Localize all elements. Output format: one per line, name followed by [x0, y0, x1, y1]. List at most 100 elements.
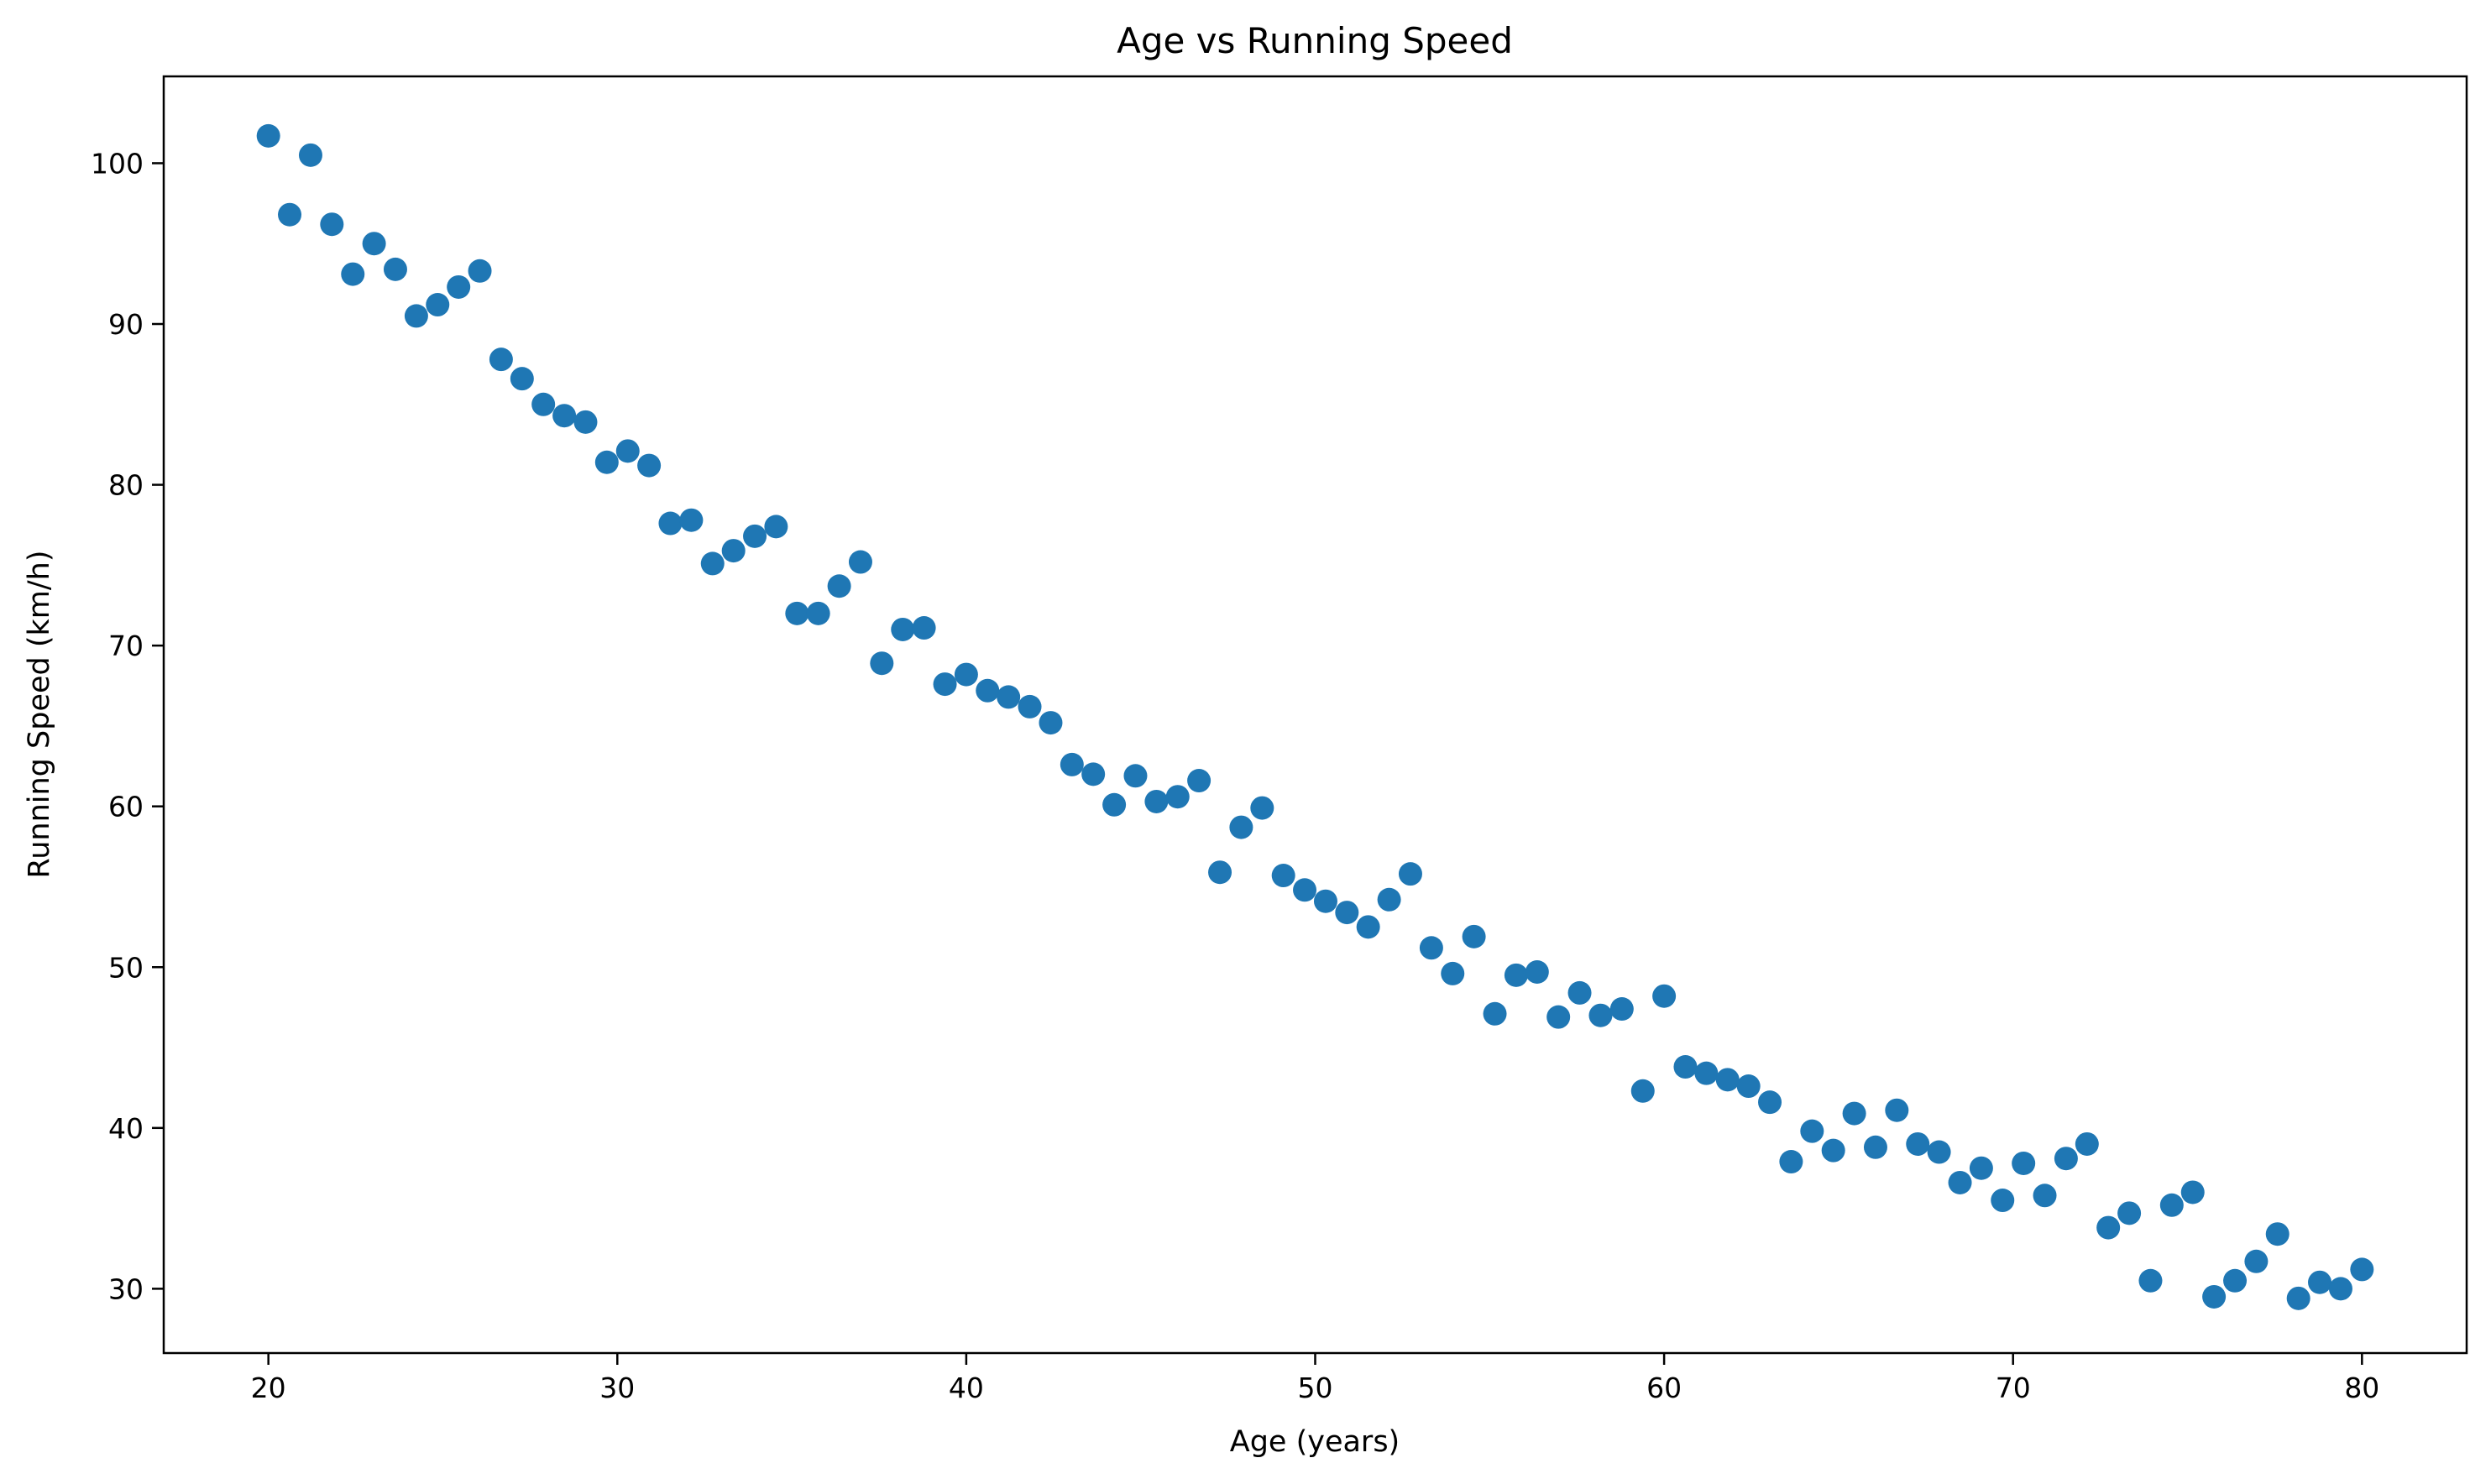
data-point — [1018, 694, 1042, 718]
data-point — [1948, 1170, 1972, 1194]
y-axis-ticks: 30 40 50 60 70 80 90 100 — [91, 147, 164, 1305]
data-point — [997, 685, 1021, 709]
data-point — [2054, 1147, 2078, 1171]
y-tick-label: 50 — [108, 951, 144, 984]
data-point — [573, 410, 598, 434]
data-point — [2350, 1257, 2374, 1282]
x-tick-label: 80 — [2344, 1372, 2379, 1404]
data-point — [1800, 1119, 1824, 1143]
data-point — [1652, 984, 1677, 1008]
data-point — [1927, 1140, 1951, 1164]
data-point — [1102, 792, 1127, 817]
data-point — [764, 515, 788, 539]
data-point — [1483, 1001, 1507, 1026]
data-point — [1165, 785, 1190, 809]
data-point — [1060, 752, 1084, 776]
data-point — [1991, 1189, 2015, 1213]
data-point — [1313, 889, 1337, 913]
data-point — [1187, 769, 1211, 793]
data-point — [785, 601, 809, 625]
data-points — [256, 123, 2374, 1310]
data-point — [552, 404, 577, 428]
data-point — [489, 347, 513, 372]
data-point — [1779, 1150, 1803, 1174]
plot-frame — [162, 75, 2468, 1355]
y-tick-label: 90 — [108, 308, 144, 341]
data-point — [2308, 1270, 2332, 1294]
data-point — [1758, 1090, 1782, 1115]
data-point — [426, 293, 450, 317]
data-point — [1039, 711, 1063, 735]
data-point — [1821, 1138, 1845, 1163]
data-point — [827, 574, 851, 598]
data-point — [2286, 1286, 2310, 1310]
data-point — [2265, 1222, 2290, 1246]
data-point — [615, 439, 640, 463]
data-point — [1588, 1003, 1613, 1027]
data-point — [2202, 1284, 2227, 1309]
x-tick-label: 70 — [1996, 1372, 2031, 1404]
data-point — [2096, 1215, 2121, 1240]
data-point — [1144, 789, 1169, 813]
data-point — [2033, 1184, 2057, 1208]
data-point — [1335, 901, 1359, 925]
data-point — [1969, 1156, 1993, 1180]
x-tick-label: 30 — [599, 1372, 635, 1404]
data-point — [1377, 887, 1401, 912]
data-point — [848, 550, 872, 574]
data-point — [658, 511, 683, 536]
data-point — [594, 450, 619, 474]
data-point — [531, 392, 556, 416]
data-point — [700, 551, 725, 576]
data-point — [870, 651, 894, 676]
x-tick-label: 20 — [251, 1372, 286, 1404]
data-point — [1398, 862, 1422, 886]
data-point — [1441, 961, 1465, 985]
data-point — [1123, 764, 1148, 788]
data-point — [806, 601, 830, 625]
data-point — [2159, 1193, 2184, 1217]
data-point — [637, 453, 662, 478]
data-point — [1694, 1061, 1719, 1085]
data-point — [912, 616, 936, 640]
x-tick-label: 60 — [1646, 1372, 1682, 1404]
data-point — [404, 304, 428, 328]
data-point — [1208, 860, 1232, 885]
data-point — [721, 539, 746, 563]
y-axis-label: Running Speed (km/h) — [23, 550, 56, 878]
data-point — [1715, 1068, 1740, 1092]
y-tick-label: 70 — [108, 630, 144, 662]
y-tick-label: 40 — [108, 1112, 144, 1145]
x-tick-label: 40 — [949, 1372, 984, 1404]
data-point — [1504, 963, 1528, 987]
data-point — [1419, 936, 1443, 960]
x-tick-label: 50 — [1298, 1372, 1333, 1404]
data-point — [933, 672, 957, 697]
data-point — [1567, 980, 1592, 1005]
data-point — [1630, 1079, 1655, 1103]
data-point — [256, 123, 280, 148]
data-point — [2075, 1131, 2099, 1156]
y-tick-label: 60 — [108, 791, 144, 823]
data-point — [1250, 796, 1274, 820]
y-tick-label: 80 — [108, 469, 144, 502]
data-point — [278, 202, 302, 227]
data-point — [1673, 1055, 1698, 1079]
data-point — [383, 257, 407, 281]
data-point — [510, 367, 534, 391]
data-point — [1229, 815, 1253, 839]
data-point — [1885, 1098, 1909, 1122]
data-point — [1609, 997, 1634, 1022]
data-point — [362, 232, 386, 256]
chart-title: Age vs Running Speed — [1117, 20, 1513, 61]
data-point — [320, 212, 344, 237]
data-point — [2117, 1201, 2142, 1225]
x-axis-ticks: 20 30 40 50 60 70 80 — [251, 1353, 2379, 1404]
data-point — [1271, 864, 1295, 888]
y-tick-label: 30 — [108, 1272, 144, 1305]
data-point — [743, 524, 767, 548]
data-point — [1525, 959, 1549, 984]
data-point — [2180, 1180, 2205, 1204]
data-point — [1293, 878, 1317, 902]
